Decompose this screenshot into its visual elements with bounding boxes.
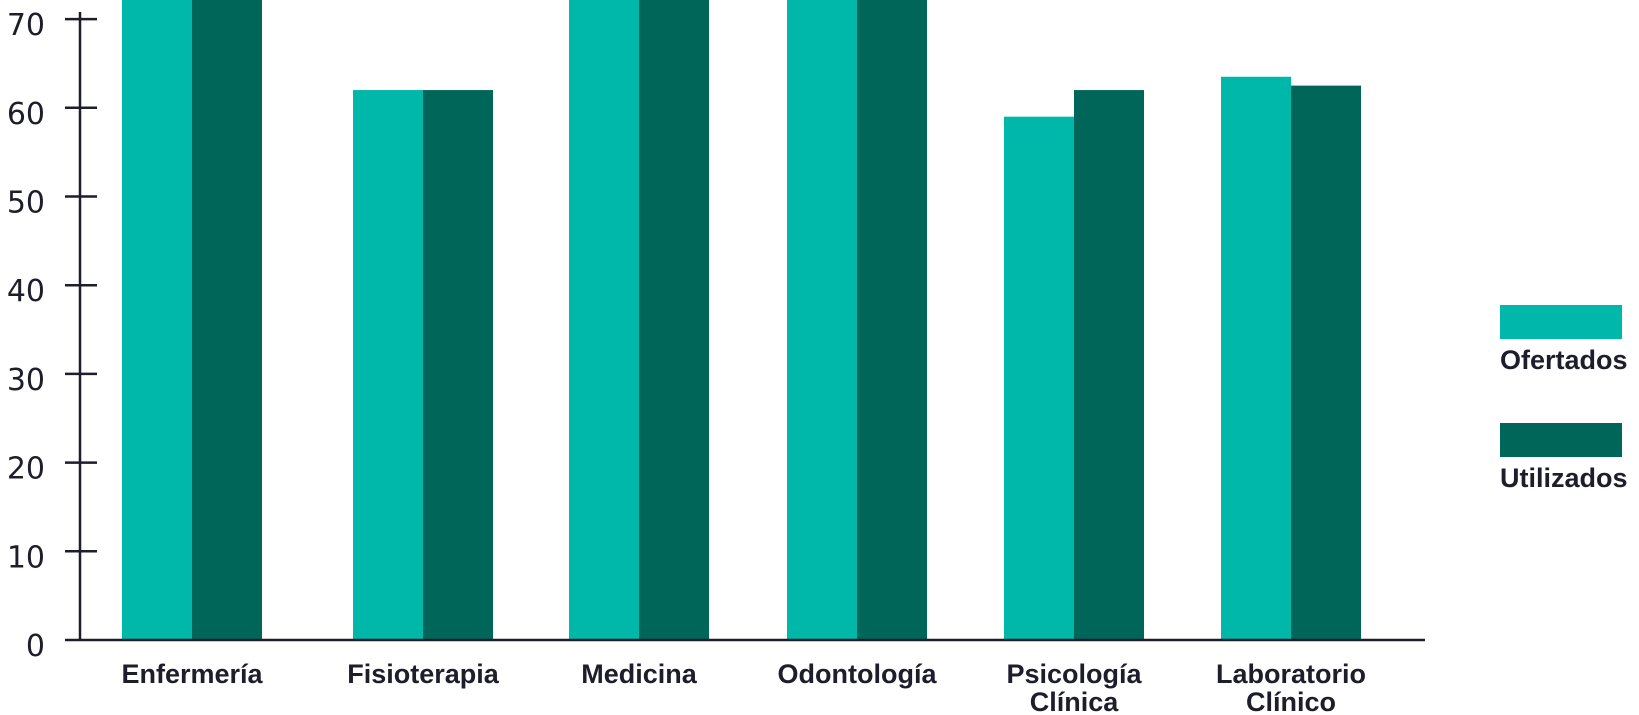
category-label: Clínico bbox=[1246, 687, 1336, 715]
bar-ofertados bbox=[122, 0, 192, 641]
y-tick-label: 30 bbox=[7, 363, 45, 398]
bar-ofertados bbox=[1004, 116, 1074, 641]
y-tick-label: 10 bbox=[7, 540, 45, 575]
bar-ofertados bbox=[1221, 76, 1291, 640]
category-label: Enfermería bbox=[121, 659, 263, 689]
bar-ofertados bbox=[787, 0, 857, 641]
category-label: Odontología bbox=[778, 659, 938, 689]
y-tick-label: 70 bbox=[7, 8, 45, 43]
y-tick-label: 60 bbox=[7, 97, 45, 132]
bar-utilizados bbox=[639, 0, 709, 640]
y-tick-label: 20 bbox=[7, 452, 45, 487]
y-axis: 01020304050607080 bbox=[7, 8, 97, 664]
bar-ofertados bbox=[353, 90, 423, 640]
category-label: Clínica bbox=[1030, 687, 1120, 715]
y-tick-label: 0 bbox=[26, 629, 45, 664]
bar-utilizados bbox=[1074, 90, 1144, 640]
legend-swatch-utilizados bbox=[1500, 423, 1622, 457]
legend: Ofertados Utilizados bbox=[1500, 305, 1628, 493]
bar-utilizados bbox=[423, 90, 493, 640]
y-tick-label: 50 bbox=[7, 186, 45, 221]
bar-utilizados bbox=[1291, 85, 1361, 640]
bar-utilizados bbox=[857, 0, 927, 641]
category-label: Medicina bbox=[581, 659, 698, 689]
category-label: Fisioterapia bbox=[347, 659, 500, 689]
category-labels: Enfermería Fisioterapia Medicina Odontologí… bbox=[121, 659, 1366, 715]
bar-utilizados bbox=[192, 0, 262, 641]
bars bbox=[122, 0, 1361, 641]
category-label: Laboratorio bbox=[1216, 659, 1366, 689]
category-label: Psicología bbox=[1006, 659, 1142, 689]
y-tick-label: 40 bbox=[7, 274, 45, 309]
legend-swatch-ofertados bbox=[1500, 305, 1622, 339]
bar-ofertados bbox=[569, 0, 639, 640]
legend-label-utilizados: Utilizados bbox=[1500, 463, 1628, 493]
legend-label-ofertados: Ofertados bbox=[1500, 345, 1628, 375]
